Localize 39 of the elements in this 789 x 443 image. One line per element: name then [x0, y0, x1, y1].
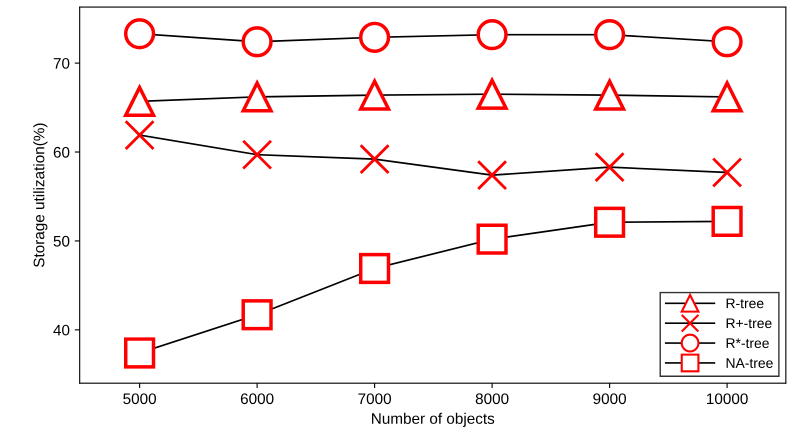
x-tick-label: 7000 [358, 393, 392, 404]
point [124, 337, 156, 369]
legend-label: R+-tree [726, 318, 772, 328]
point [711, 26, 743, 58]
point [594, 152, 625, 182]
point [476, 19, 508, 50]
point [358, 252, 390, 284]
point [124, 18, 156, 50]
y-tick-label: 70 [54, 58, 70, 69]
y-tick-label: 50 [54, 236, 70, 247]
y-tick-label: 40 [53, 324, 70, 336]
x-tick-label: 8000 [476, 393, 508, 404]
x-tick-label: 5000 [123, 393, 156, 404]
point [476, 224, 508, 255]
point [594, 19, 626, 50]
point [712, 157, 742, 188]
point [711, 81, 743, 113]
legend-label: NA-tree [726, 358, 773, 368]
point [476, 160, 508, 190]
point [594, 79, 626, 111]
x-tick-label: 9000 [593, 393, 626, 404]
x-tick-label: 10000 [707, 393, 748, 404]
point [594, 206, 626, 238]
point [124, 86, 156, 117]
y-tick-label: 60 [54, 146, 70, 158]
point [358, 79, 390, 111]
point [711, 206, 743, 237]
legend-label: R-tree [726, 298, 764, 308]
y-axis-title: Storage utilization(%) [33, 123, 48, 268]
legend-label: R*-tree [726, 338, 769, 348]
x-tick-label: 6000 [240, 393, 274, 404]
point [124, 120, 155, 150]
x-axis-title: Number of objects [372, 412, 494, 427]
point [241, 81, 273, 113]
point [241, 26, 273, 58]
point [359, 144, 390, 174]
point [358, 22, 390, 53]
point [242, 139, 272, 170]
point [241, 299, 273, 330]
